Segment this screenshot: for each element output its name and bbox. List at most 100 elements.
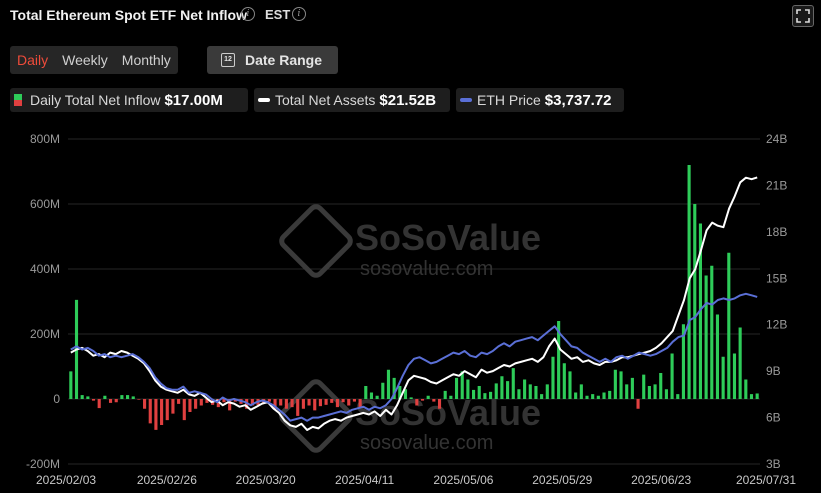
inflow-bar bbox=[228, 399, 232, 411]
inflow-bar bbox=[715, 314, 720, 399]
inflow-bar bbox=[608, 390, 612, 399]
tab-weekly[interactable]: Weekly bbox=[62, 52, 108, 68]
tab-daily[interactable]: Daily bbox=[17, 52, 49, 68]
inflow-bar bbox=[131, 396, 135, 399]
right-tick-label: 24B bbox=[766, 132, 787, 146]
legend-assets-label: Total Net Assets bbox=[275, 92, 376, 108]
inflow-bar bbox=[313, 399, 317, 411]
inflow-bar bbox=[540, 394, 544, 399]
inflow-bar bbox=[273, 399, 277, 409]
inflow-bar bbox=[466, 379, 470, 399]
legend-assets-value: $21.52B bbox=[379, 91, 437, 109]
inflow-bar bbox=[301, 399, 305, 409]
inflow-bar bbox=[659, 373, 663, 399]
tab-monthly[interactable]: Monthly bbox=[121, 52, 171, 68]
inflow-bar bbox=[579, 384, 583, 399]
inflow-bar bbox=[432, 399, 436, 402]
x-tick-label: 2025/05/29 bbox=[532, 473, 592, 487]
right-tick-label: 21B bbox=[766, 178, 787, 192]
inflow-bar bbox=[80, 395, 84, 399]
inflow-bar bbox=[160, 399, 164, 425]
inflow-bar bbox=[676, 394, 680, 399]
inflow-bar bbox=[381, 382, 385, 399]
legend-eth[interactable]: ETH Price $3,737.72 bbox=[456, 88, 624, 112]
watermark-logo-icon bbox=[279, 204, 353, 278]
inflow-bar bbox=[591, 394, 595, 399]
inflow-bar bbox=[551, 356, 555, 399]
inflow-bar bbox=[630, 377, 634, 399]
inflow-bar bbox=[182, 399, 186, 421]
inflow-bar bbox=[364, 386, 368, 399]
inflow-bar bbox=[727, 252, 731, 399]
inflow-bar bbox=[602, 392, 606, 399]
inflow-bar bbox=[574, 392, 578, 399]
inflow-bar bbox=[721, 356, 725, 399]
watermark-logo-icon bbox=[279, 379, 353, 453]
inflow-bar bbox=[284, 399, 288, 409]
watermark-brand: SoSoValue bbox=[355, 217, 541, 258]
inflow-bar bbox=[199, 399, 203, 406]
inflow-bar bbox=[755, 393, 759, 399]
inflow-bar bbox=[749, 394, 754, 399]
inflow-bar bbox=[154, 399, 158, 430]
legend-assets[interactable]: Total Net Assets $21.52B bbox=[254, 88, 450, 112]
legend-inflow-value: $17.00M bbox=[164, 91, 223, 109]
inflow-bar bbox=[97, 399, 101, 409]
inflow-bar bbox=[557, 321, 561, 399]
legend-eth-value: $3,737.72 bbox=[544, 91, 612, 109]
inflow-bar bbox=[137, 399, 141, 400]
x-tick-label: 2025/03/20 bbox=[236, 473, 296, 487]
inflow-bar bbox=[375, 395, 379, 399]
inflow-bar bbox=[596, 395, 600, 399]
x-tick-label: 2025/06/23 bbox=[631, 473, 691, 487]
inflow-bar bbox=[471, 389, 476, 399]
inflow-bar bbox=[352, 399, 357, 402]
date-range-button[interactable]: 12 Date Range bbox=[207, 46, 338, 74]
inflow-bar bbox=[318, 399, 322, 407]
right-tick-label: 9B bbox=[766, 364, 781, 378]
inflow-bar bbox=[477, 386, 481, 399]
inflow-bar bbox=[517, 389, 521, 399]
calendar-icon: 12 bbox=[221, 53, 235, 67]
inflow-bar bbox=[392, 377, 396, 399]
watermark-site: sosovalue.com bbox=[360, 258, 493, 280]
legend-inflow[interactable]: Daily Total Net Inflow $17.00M bbox=[10, 88, 248, 112]
inflow-bar bbox=[171, 399, 175, 414]
right-tick-label: 3B bbox=[766, 457, 781, 471]
inflow-bar bbox=[307, 399, 311, 406]
inflow-bar bbox=[647, 386, 651, 399]
x-tick-label: 2025/02/26 bbox=[137, 473, 197, 487]
timezone-label[interactable]: EST bbox=[265, 7, 291, 22]
inflow-bar bbox=[91, 399, 96, 401]
inflow-bar bbox=[454, 377, 459, 399]
inflow-bar bbox=[500, 376, 504, 399]
fullscreen-icon[interactable] bbox=[792, 5, 814, 27]
timezone-info-icon[interactable]: i bbox=[292, 7, 306, 21]
inflow-bar bbox=[409, 397, 413, 399]
inflow-bar bbox=[506, 381, 510, 399]
inflow-bar bbox=[494, 383, 498, 399]
inflow-bar bbox=[324, 399, 328, 405]
inflow-bar bbox=[489, 391, 493, 399]
inflow-bar bbox=[460, 371, 464, 399]
right-tick-label: 18B bbox=[766, 225, 787, 239]
left-tick-label: 800M bbox=[30, 132, 60, 146]
eth-price-line bbox=[70, 292, 758, 422]
inflow-bar bbox=[613, 369, 617, 399]
info-icon[interactable]: i bbox=[241, 7, 255, 21]
left-tick-label: 200M bbox=[30, 327, 60, 341]
x-tick-label: 2025/02/03 bbox=[36, 473, 96, 487]
right-tick-label: 12B bbox=[766, 318, 787, 332]
inflow-bar bbox=[279, 399, 283, 406]
inflow-bar bbox=[426, 395, 430, 399]
inflow-bar bbox=[398, 386, 402, 399]
inflow-bar bbox=[511, 368, 515, 399]
inflow-bar bbox=[619, 371, 623, 399]
inflow-bar bbox=[523, 379, 527, 399]
inflow-bar bbox=[86, 396, 90, 399]
legend-eth-label: ETH Price bbox=[477, 92, 541, 108]
inflow-bar bbox=[710, 265, 714, 399]
inflow-bar bbox=[143, 399, 147, 409]
inflow-bar bbox=[120, 395, 124, 399]
